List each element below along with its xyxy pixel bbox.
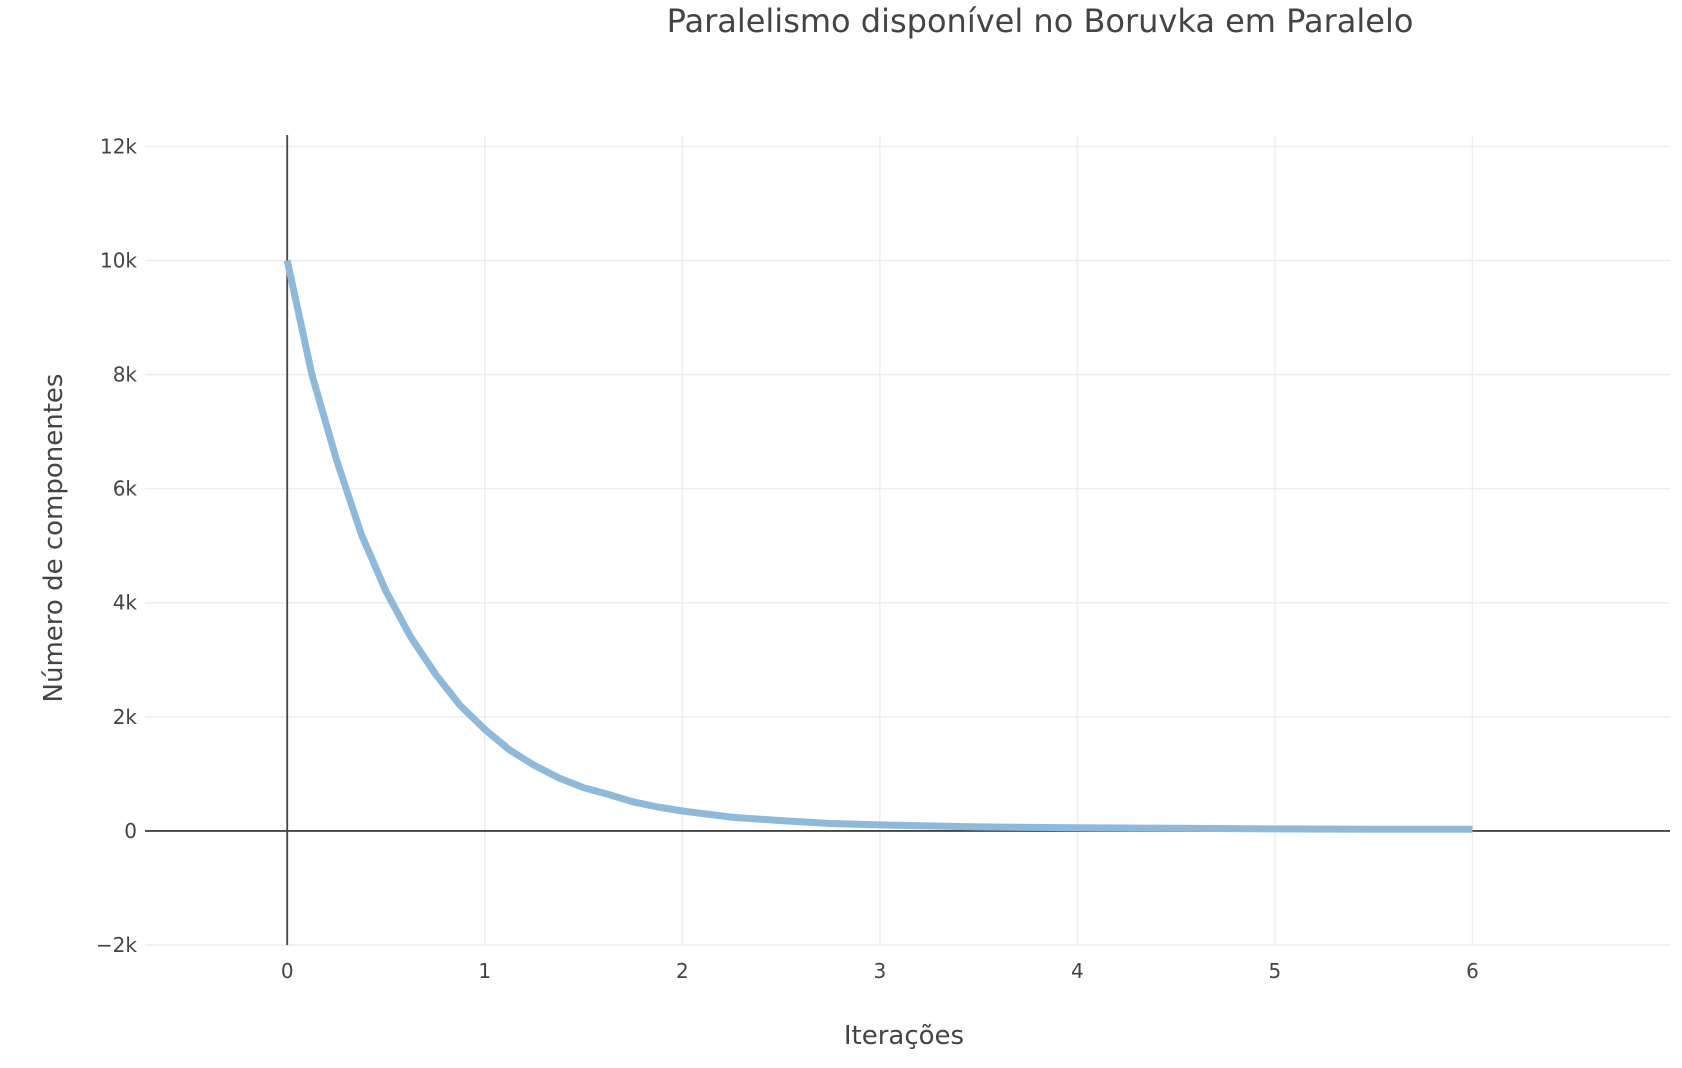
x-tick-label: 0 [281, 959, 294, 983]
y-tick-label: 2k [113, 705, 138, 729]
y-tick-label: 10k [100, 248, 137, 272]
x-tick-label: 4 [1071, 959, 1084, 983]
y-tick-label: 12k [100, 134, 137, 158]
y-tick-label: −2k [96, 933, 137, 957]
y-tick-label: 6k [113, 477, 138, 501]
y-axis-title: Número de componentes [39, 374, 69, 703]
x-tick-label: 6 [1466, 959, 1479, 983]
grid-lines [145, 135, 1670, 946]
y-tick-label: 0 [124, 819, 137, 843]
y-axis-ticks: −2k 0 2k 4k 6k 8k 10k 12k [96, 134, 137, 957]
series-line-0 [283, 259, 1473, 833]
chart-title: Paralelismo disponível no Boruvka em Par… [667, 2, 1414, 40]
y-tick-label: 4k [113, 591, 138, 615]
y-tick-label: 8k [113, 363, 138, 387]
x-tick-label: 3 [873, 959, 886, 983]
x-axis-ticks: 0 1 2 3 4 5 6 [281, 959, 1479, 983]
x-axis-title: Iterações [844, 1021, 964, 1051]
series-layer [283, 259, 1473, 833]
x-tick-label: 2 [676, 959, 689, 983]
x-tick-label: 5 [1269, 959, 1282, 983]
x-tick-label: 1 [478, 959, 491, 983]
